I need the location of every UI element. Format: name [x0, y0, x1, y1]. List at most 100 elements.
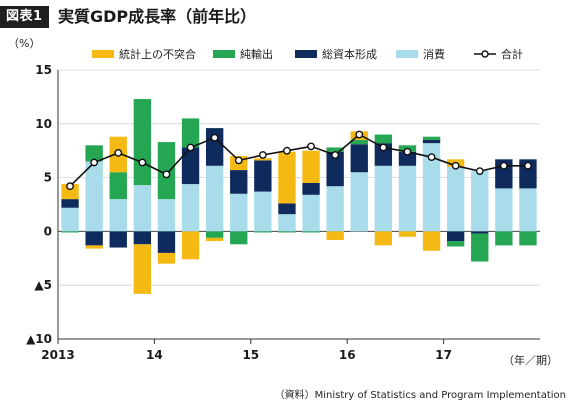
x-tick-label: 2013 — [41, 348, 74, 362]
axes: 15 10 5 0 ▲5 ▲10 2013 14 15 16 17 — [26, 63, 540, 362]
x-axis-unit-label: （年／期） — [503, 353, 558, 367]
bar-segment — [374, 134, 393, 144]
total-point — [427, 153, 436, 162]
x-tick-label: 16 — [339, 348, 356, 362]
total-point — [114, 148, 123, 157]
gridlines — [58, 69, 540, 340]
total-point — [283, 146, 291, 155]
bar-segment — [61, 199, 79, 208]
bar-segment — [446, 241, 465, 247]
legend-swatch — [295, 50, 317, 58]
bar-segment — [302, 194, 320, 232]
bar-segment — [133, 185, 152, 232]
total-point — [234, 156, 243, 165]
bar-segment — [519, 231, 537, 246]
bar-segment — [398, 151, 417, 166]
bar-segment — [302, 231, 320, 233]
bar-segment — [278, 203, 296, 215]
bar-segment — [278, 231, 296, 233]
chart-area: 15 10 5 0 ▲5 ▲10 2013 14 15 16 17 統計上の不突合 純輸出 総資本形成 消… — [0, 34, 576, 408]
bar-segment — [350, 172, 368, 232]
bar-segment — [133, 231, 152, 245]
bar-segment — [495, 231, 513, 246]
source-note: （資料）Ministry of Statistics and Program I… — [275, 388, 566, 401]
stacked-bars — [61, 99, 537, 294]
bar-segment — [254, 158, 272, 161]
bar-segment — [446, 166, 465, 232]
bar-segment — [61, 184, 79, 200]
x-tick-label: 14 — [146, 348, 163, 362]
bar-segment — [61, 207, 79, 232]
bar-segment — [326, 151, 344, 187]
bar-segment — [350, 139, 368, 145]
bar-segment — [254, 160, 272, 192]
bar-segment — [398, 231, 417, 237]
bar-segment — [181, 231, 200, 260]
total-line — [66, 130, 532, 191]
bar-segment — [230, 231, 248, 245]
bar-segment — [398, 165, 417, 232]
y-tick-label: ▲5 — [34, 278, 52, 292]
total-point — [379, 143, 388, 152]
total-series-line — [69, 133, 528, 187]
bar-segment — [422, 139, 441, 144]
bar-segment — [326, 147, 344, 152]
bar-segment — [254, 191, 272, 232]
total-point — [451, 161, 460, 170]
figure-number-badge: 図表1 — [0, 6, 49, 28]
total-point — [307, 142, 315, 151]
total-point — [162, 170, 171, 179]
bar-segment — [109, 199, 127, 232]
x-tick-label: 17 — [435, 348, 452, 362]
bar-segment — [471, 231, 489, 234]
y-tick-label: 5 — [44, 171, 52, 185]
y-tick-label: ▲10 — [26, 332, 52, 346]
bar-segment — [85, 145, 103, 162]
total-point — [475, 167, 484, 176]
bar-segment — [230, 170, 248, 194]
total-point — [258, 151, 267, 159]
bar-segment — [181, 184, 200, 232]
bar-segment — [302, 182, 320, 195]
bar-segment — [85, 245, 103, 249]
bar-segment — [109, 172, 127, 200]
bar-segment — [205, 165, 224, 232]
legend-label: 統計上の不突合 — [119, 47, 196, 61]
total-point — [403, 147, 412, 156]
bar-segment — [61, 231, 79, 233]
total-point — [210, 133, 219, 142]
bar-segment — [302, 150, 320, 183]
total-point — [186, 143, 195, 152]
total-point — [331, 151, 340, 159]
bar-segment — [205, 231, 224, 238]
legend-label: 合計 — [501, 47, 523, 61]
bar-segment — [85, 161, 103, 232]
bar-segment — [157, 199, 176, 232]
bar-segment — [157, 252, 176, 264]
bar-segment — [471, 170, 489, 232]
bar-segment — [85, 231, 103, 246]
total-point — [66, 182, 74, 191]
bar-segment — [326, 186, 344, 232]
bar-segment — [109, 231, 127, 248]
bar-segment — [374, 231, 393, 246]
legend: 統計上の不突合 純輸出 総資本形成 消費 合計 — [92, 47, 523, 61]
total-point — [138, 158, 147, 167]
legend-label: 純輸出 — [240, 47, 273, 61]
legend-swatch — [396, 50, 418, 58]
bar-segment — [495, 188, 513, 232]
y-axis-unit-label: （%） — [8, 37, 40, 50]
bar-segment — [422, 231, 441, 251]
bar-segment — [446, 231, 465, 242]
bar-segment — [157, 231, 176, 253]
legend-label: 消費 — [423, 47, 445, 61]
x-tick-label: 15 — [242, 348, 259, 362]
gdp-growth-chart: 15 10 5 0 ▲5 ▲10 2013 14 15 16 17 統計上の不突合 純輸出 総資本形成 消… — [8, 37, 566, 401]
bar-segment — [374, 165, 393, 232]
bar-segment — [254, 231, 272, 233]
legend-label: 総資本形成 — [322, 47, 377, 61]
bar-segment — [230, 193, 248, 232]
bar-segment — [422, 143, 441, 232]
bar-segment — [350, 144, 368, 173]
total-point — [524, 161, 532, 170]
